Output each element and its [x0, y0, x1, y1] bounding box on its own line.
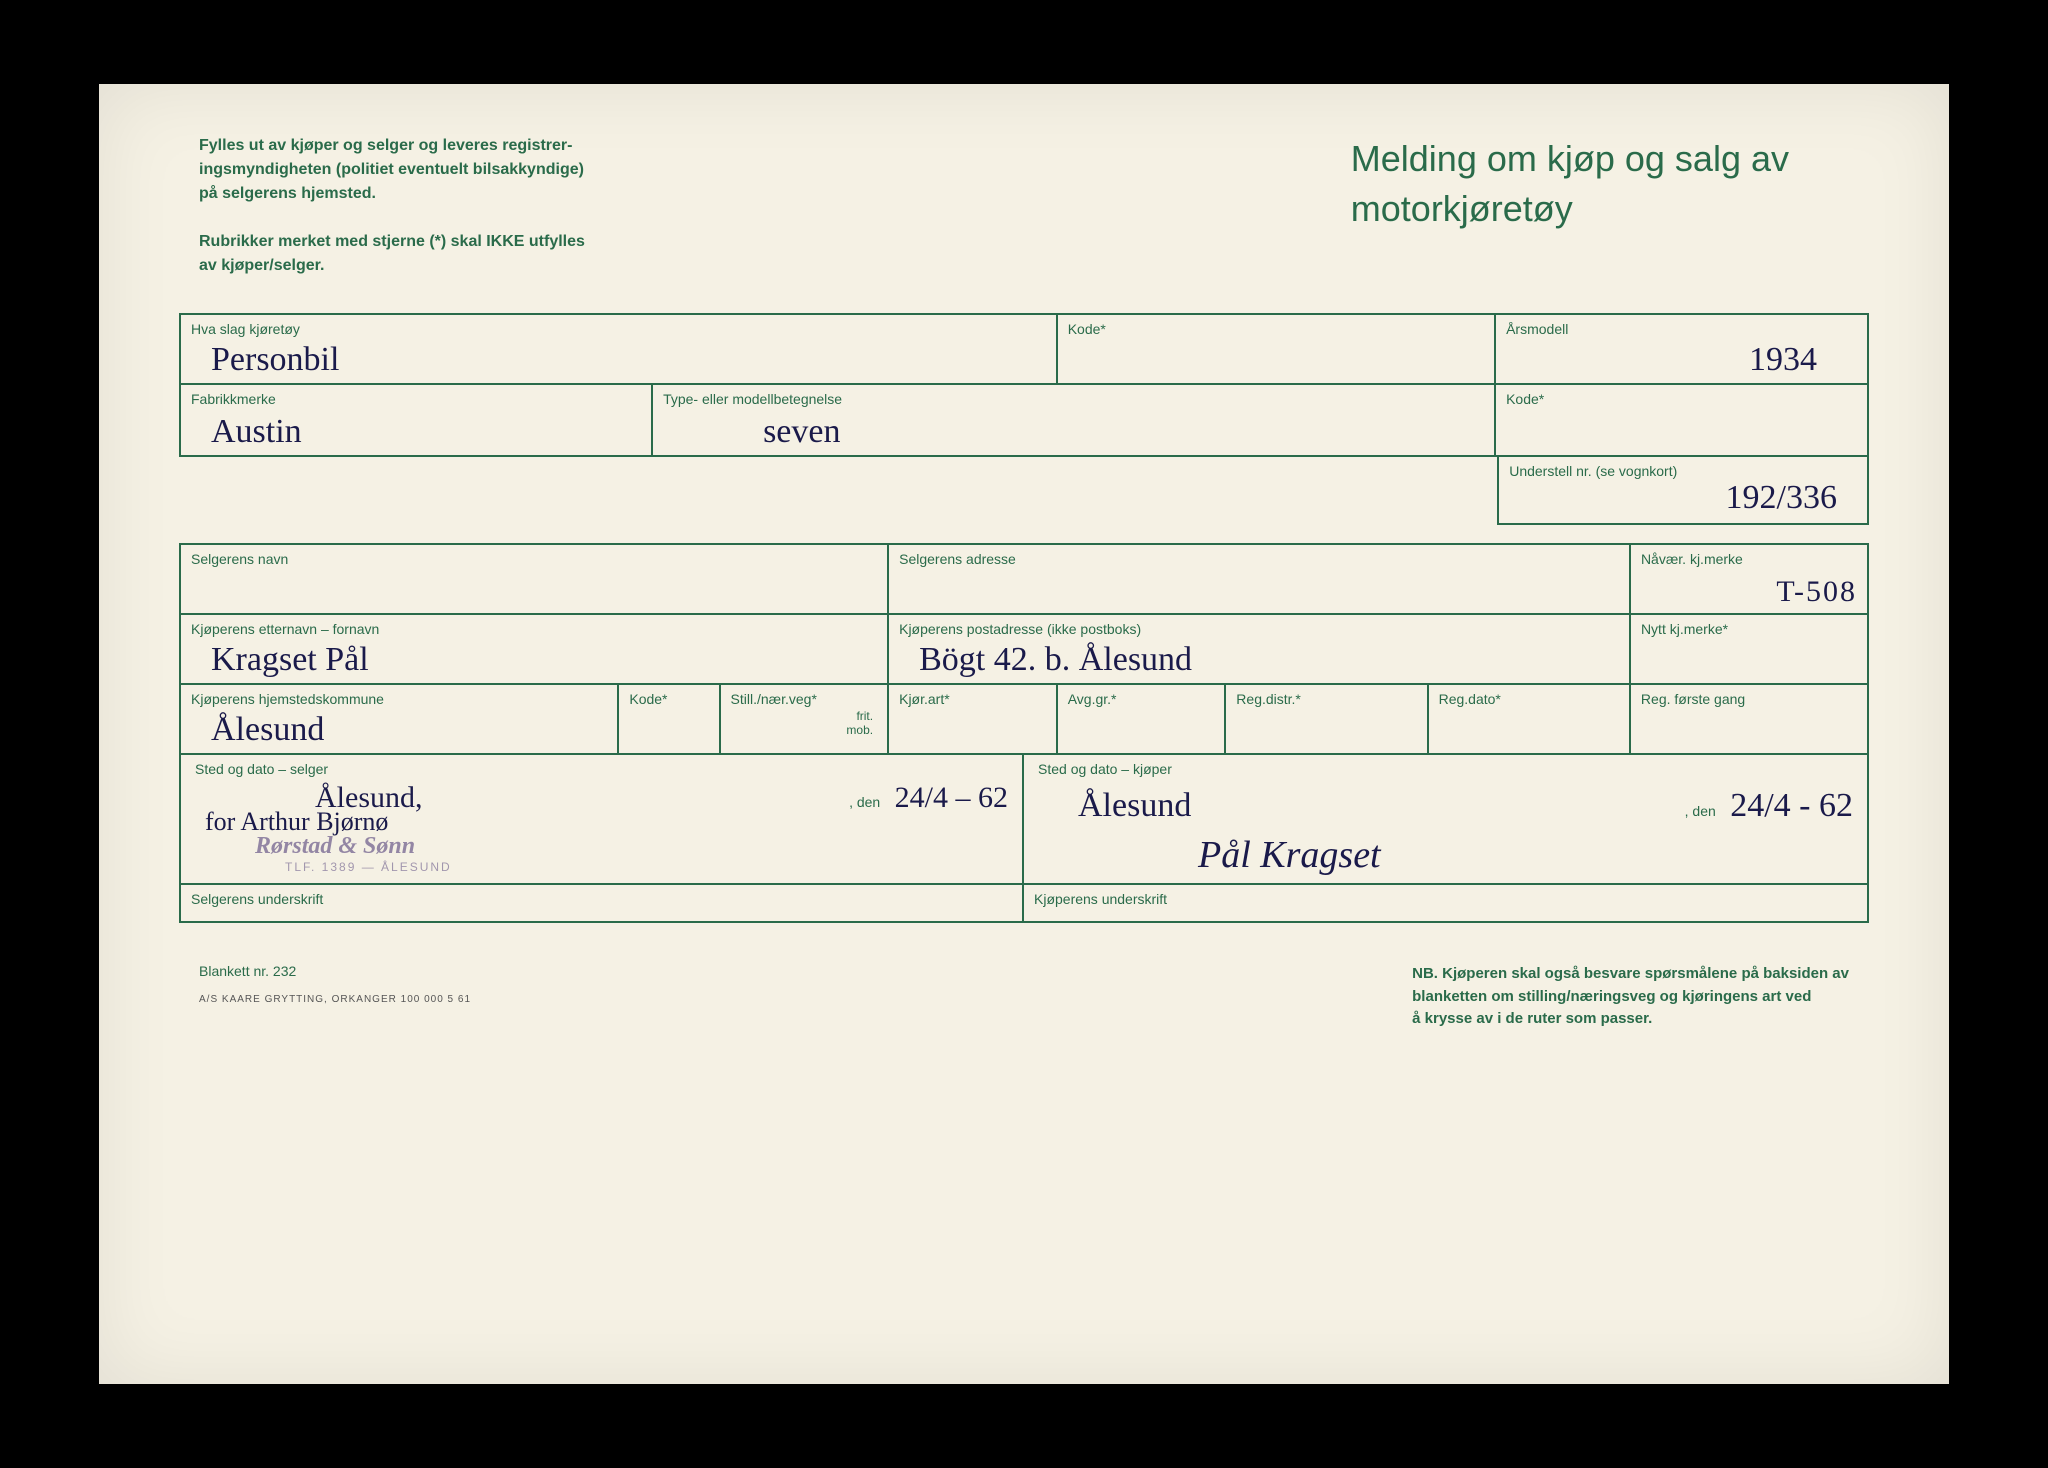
footer-nb: NB. Kjøperen skal også besvare spørsmåle…: [1412, 963, 1849, 1031]
field-label: Sted og dato – kjøper: [1038, 761, 1853, 777]
field-label: Kode*: [629, 691, 708, 707]
buyer-signature-value: Pål Kragset: [1038, 833, 1853, 877]
instruction-text: av kjøper/selger.: [199, 257, 324, 274]
field-label: Kjøperens underskrift: [1034, 891, 1857, 907]
sub-label: mob.: [731, 723, 878, 737]
field-value-buyer-postal: Bögt 42. b. Ålesund: [899, 643, 1619, 677]
field-label: Kjør.art*: [899, 691, 1046, 707]
printer-info: A/S KAARE GRYTTING, ORKANGER 100 000 5 6…: [199, 994, 471, 1005]
field-label: Sted og dato – selger: [195, 761, 1008, 777]
field-label: Nytt kj.merke*: [1641, 621, 1857, 637]
field-value-manufacturer: Austin: [191, 415, 641, 449]
field-label: Understell nr. (se vognkort): [1509, 463, 1857, 479]
instruction-text: Fylles ut av kjøper og selger og leveres…: [199, 137, 572, 154]
field-value-municipality: Ålesund: [191, 713, 607, 747]
field-value-buyer-name: Kragset Pål: [191, 643, 877, 677]
nb-text: blanketten om stilling/næringsveg og kjø…: [1412, 988, 1811, 1005]
field-value-year: 1934: [1506, 343, 1857, 377]
field-label: Fabrikkmerke: [191, 391, 641, 407]
field-label: Still./nær.veg*: [731, 691, 878, 707]
field-label: Nåvær. kj.merke: [1641, 551, 1857, 567]
instruction-text: på selgerens hjemsted.: [199, 185, 376, 202]
field-label: Reg.distr.*: [1236, 691, 1416, 707]
document-header: Fylles ut av kjøper og selger og leveres…: [179, 134, 1869, 278]
field-label: Avg.gr.*: [1068, 691, 1215, 707]
document-paper: Fylles ut av kjøper og selger og leveres…: [99, 84, 1949, 1384]
field-label: Reg.dato*: [1439, 691, 1619, 707]
seller-stamp-sub: TLF. 1389 — ÅLESUND: [195, 860, 1008, 874]
document-title: Melding om kjøp og salg av motorkjøretøy: [1351, 134, 1849, 278]
document-footer: Blankett nr. 232 A/S KAARE GRYTTING, ORK…: [179, 963, 1869, 1031]
title-line: motorkjøretøy: [1351, 188, 1573, 229]
instruction-text: Rubrikker merket med stjerne (*) skal IK…: [199, 233, 585, 250]
footer-left: Blankett nr. 232 A/S KAARE GRYTTING, ORK…: [199, 963, 471, 1031]
sub-label: frit.: [731, 709, 878, 723]
field-label: Kode*: [1068, 321, 1484, 337]
chassis-cell: Understell nr. (se vognkort) 192/336: [1497, 457, 1869, 525]
field-label: Reg. første gang: [1641, 691, 1857, 707]
buyer-date: 24/4 - 62: [1720, 787, 1853, 824]
den-label: , den: [849, 794, 880, 810]
header-instructions: Fylles ut av kjøper og selger og leveres…: [199, 134, 585, 278]
field-label: Selgerens navn: [191, 551, 877, 567]
field-label: Kjøperens hjemstedskommune: [191, 691, 607, 707]
field-label: Selgerens adresse: [899, 551, 1619, 567]
nb-text: å krysse av i de ruter som passer.: [1412, 1010, 1652, 1027]
field-label: Kode*: [1506, 391, 1857, 407]
field-label: Hva slag kjøretøy: [191, 321, 1046, 337]
field-label: Kjøperens etternavn – fornavn: [191, 621, 877, 637]
blankett-number: Blankett nr. 232: [199, 963, 471, 979]
field-label: Selgerens underskrift: [191, 891, 1012, 907]
form-section-vehicle: Hva slag kjøretøy Personbil Kode* Årsmod…: [179, 313, 1869, 457]
seller-for-line: for Arthur Bjørnø: [195, 809, 1008, 835]
field-value-vehicle-type: Personbil: [191, 343, 1046, 377]
form-section-parties: Selgerens navn Selgerens adresse Nåvær. …: [179, 543, 1869, 923]
field-label: Kjøperens postadresse (ikke postboks): [899, 621, 1619, 637]
den-label: , den: [1685, 803, 1716, 819]
buyer-place: Ålesund: [1038, 789, 1191, 823]
nb-text: NB. Kjøperen skal også besvare spørsmåle…: [1412, 965, 1849, 982]
field-value-chassis: 192/336: [1509, 481, 1857, 515]
title-line: Melding om kjøp og salg av: [1351, 138, 1789, 179]
seller-stamp: Rørstad & Sønn: [195, 833, 1008, 860]
field-value-model: seven: [663, 415, 1484, 449]
field-value-plate: T-508: [1641, 577, 1857, 607]
instruction-text: ingsmyndigheten (politiet eventuelt bils…: [199, 161, 584, 178]
field-label: Årsmodell: [1506, 321, 1857, 337]
field-label: Type- eller modellbetegnelse: [663, 391, 1484, 407]
